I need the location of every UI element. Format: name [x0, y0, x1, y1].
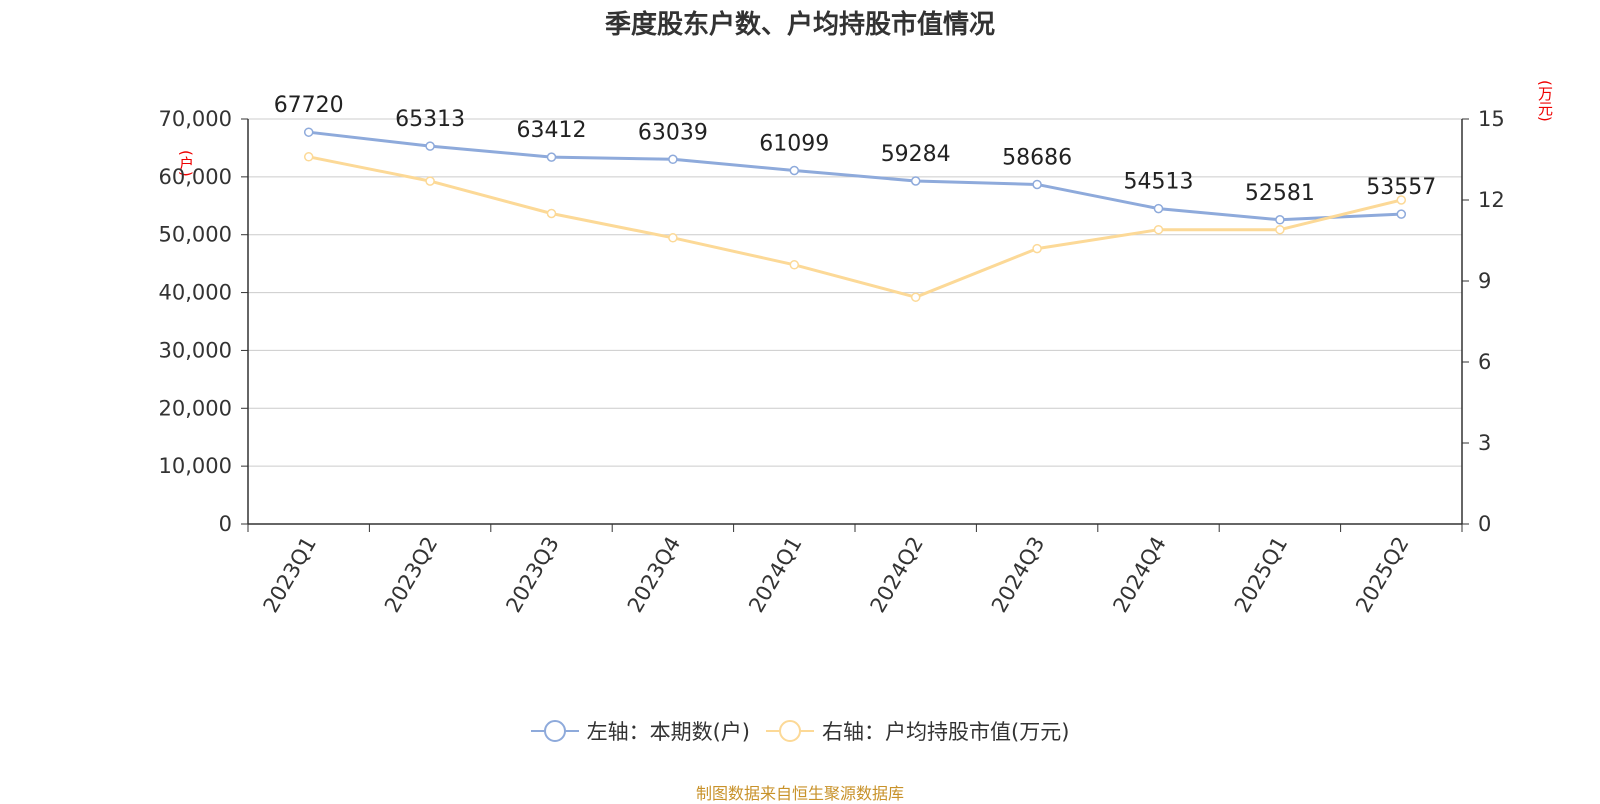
x-axis-tick-label: 2025Q2	[1351, 533, 1413, 617]
legend-label-right-series: 右轴：户均持股市值(万元)	[822, 720, 1070, 744]
legend-item-right-series[interactable]: 右轴：户均持股市值(万元)	[766, 716, 1069, 746]
left-axis-tick-label: 0	[219, 512, 232, 536]
data-point-market-value	[668, 233, 678, 243]
data-label: 63412	[517, 118, 587, 143]
right-axis-tick-label: 0	[1478, 512, 1491, 536]
right-axis-tick-label: 3	[1478, 431, 1491, 455]
data-point-holders	[303, 127, 314, 137]
left-axis-tick-label: 10,000	[159, 454, 232, 478]
data-point-holders	[668, 154, 678, 165]
left-axis-tick-label: 30,000	[159, 338, 232, 362]
data-point-holders	[425, 141, 435, 151]
x-axis-tick-label: 2023Q2	[380, 533, 442, 617]
data-label: 52581	[1245, 181, 1315, 206]
data-point-market-value	[910, 292, 921, 302]
legend-item-left-series[interactable]: 左轴：本期数(户)	[530, 716, 750, 746]
left-axis-tick-label: 60,000	[159, 165, 232, 189]
x-axis-tick-label: 2023Q1	[259, 533, 321, 617]
x-axis-tick-label: 2024Q1	[744, 533, 806, 617]
legend-label-left-series: 左轴：本期数(户)	[586, 720, 750, 744]
x-axis-tick-label: 2024Q3	[987, 533, 1049, 617]
data-point-holders	[1032, 179, 1042, 190]
data-label: 67720	[274, 93, 344, 118]
x-axis-tick-label: 2024Q2	[866, 533, 928, 617]
data-label: 54513	[1124, 170, 1194, 195]
right-axis-tick-label: 9	[1478, 269, 1491, 293]
data-label: 53557	[1366, 175, 1436, 200]
legend-marker-blue-icon	[530, 720, 579, 742]
left-axis-tick-label: 40,000	[159, 281, 232, 305]
data-point-market-value	[546, 208, 557, 219]
data-point-market-value	[1275, 224, 1285, 235]
data-point-market-value	[1032, 243, 1042, 254]
series-line-holders	[308, 130, 1402, 222]
data-point-holders	[1396, 209, 1407, 219]
series-line-market-value	[308, 155, 1402, 299]
x-axis-tick-label: 2024Q4	[1108, 533, 1170, 617]
data-label: 59284	[881, 142, 951, 167]
left-axis-tick-label: 50,000	[159, 223, 232, 247]
data-label: 63039	[638, 120, 708, 145]
left-axis-unit: (户)	[177, 150, 195, 177]
data-label: 58686	[1002, 145, 1072, 170]
data-point-market-value	[303, 152, 314, 162]
data-point-market-value	[1153, 224, 1164, 235]
data-source-note: 制图数据来自恒生聚源数据库	[695, 784, 904, 803]
data-point-market-value	[789, 260, 800, 270]
data-point-market-value	[1396, 195, 1407, 205]
right-axis-tick-label: 6	[1478, 350, 1491, 374]
data-point-holders	[546, 152, 557, 162]
data-point-holders	[1153, 203, 1164, 214]
data-label: 65313	[395, 107, 465, 132]
chart-title: 季度股东户数、户均持股市值情况	[604, 10, 995, 40]
x-axis-tick-label: 2025Q1	[1230, 533, 1292, 617]
legend: 左轴：本期数(户) 右轴：户均持股市值(万元)	[0, 716, 1600, 746]
data-label: 61099	[759, 131, 829, 156]
data-point-holders	[910, 176, 921, 186]
left-axis-tick-label: 20,000	[159, 396, 232, 420]
left-axis-tick-label: 70,000	[159, 107, 232, 131]
x-axis-tick-label: 2023Q4	[623, 533, 685, 617]
x-axis-tick-label: 2023Q3	[501, 533, 563, 617]
right-axis-tick-label: 12	[1478, 188, 1505, 212]
data-point-holders	[789, 165, 800, 176]
right-axis-tick-label: 15	[1478, 107, 1505, 131]
chart-canvas: 0 10,000 20,000 30,000 40,000 50,000 60,000 70,…	[159, 93, 1505, 617]
data-point-holders	[1275, 215, 1285, 225]
legend-marker-yellow-icon	[766, 720, 814, 742]
right-axis-unit: (万元)	[1536, 80, 1554, 122]
data-point-market-value	[425, 176, 435, 186]
